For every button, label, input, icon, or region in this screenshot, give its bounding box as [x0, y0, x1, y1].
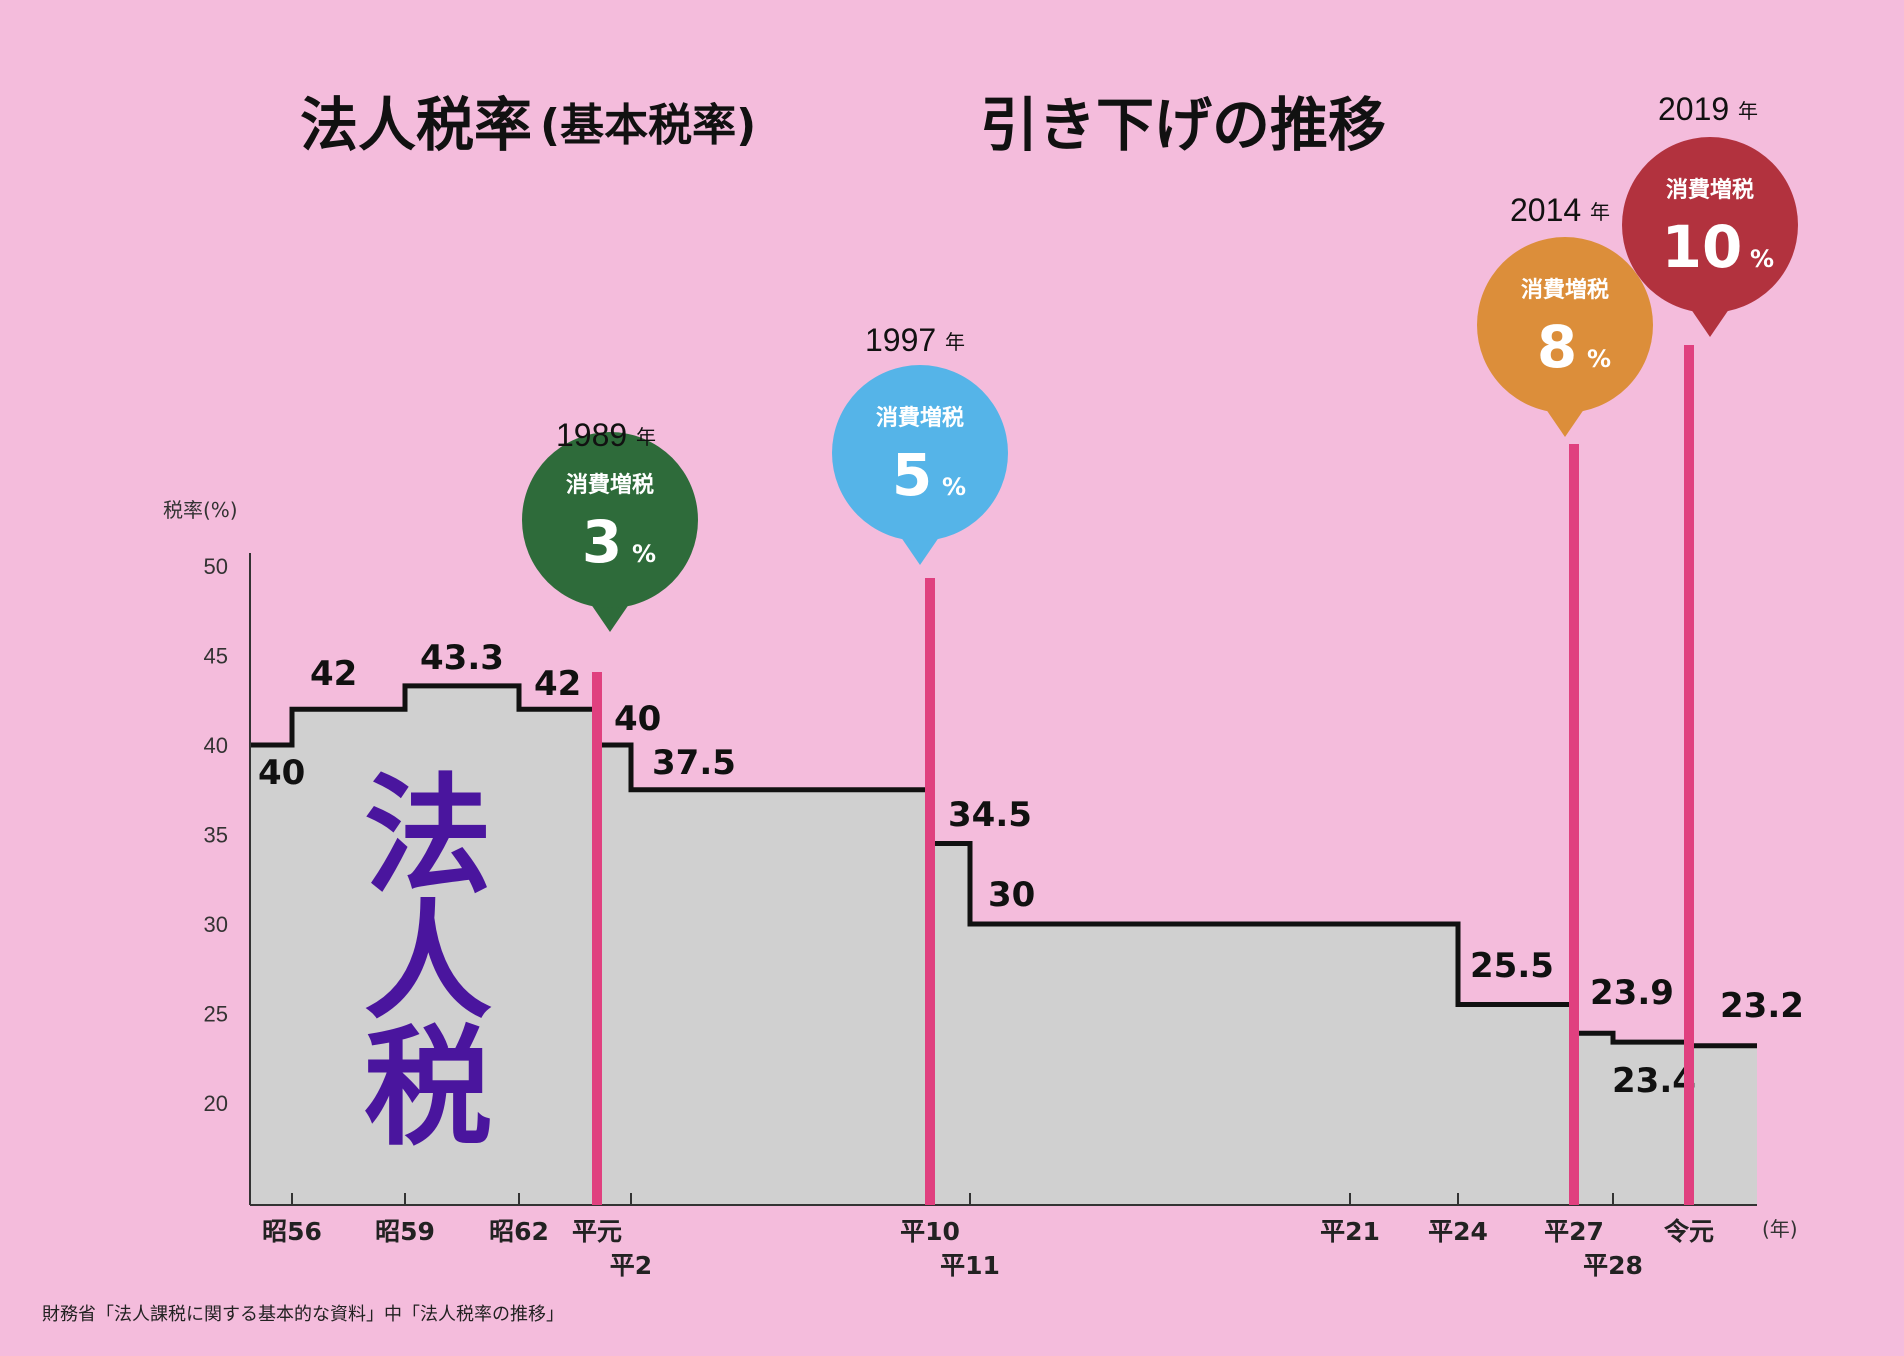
x-tick-label: 平21: [1320, 1217, 1380, 1246]
y-tick-label: 20: [204, 1091, 228, 1116]
bubble-label: 消費増税: [1521, 277, 1609, 303]
series-label-char: 税: [364, 1014, 492, 1163]
x-tick-label: 平27: [1544, 1217, 1604, 1246]
bubble-label: 消費増税: [1666, 177, 1754, 203]
annotation-year: 2014: [1510, 192, 1581, 228]
x-tick-label: 昭59: [375, 1217, 435, 1246]
tax-hike-marker-line: [592, 672, 602, 1205]
bubble-percent: 5: [892, 441, 932, 509]
tax-hike-bubble: [1622, 137, 1798, 313]
bubble-percent-unit: %: [942, 473, 966, 501]
bubble-percent: 3: [582, 508, 622, 576]
y-tick-label: 25: [204, 1002, 228, 1027]
bubble-percent: 8: [1537, 313, 1577, 381]
bubble-percent: 10: [1662, 213, 1743, 281]
title-tail: 引き下げの推移: [980, 91, 1386, 159]
tax-hike-bubble: [1477, 237, 1653, 413]
value-label: 42: [534, 664, 581, 704]
x-axis-unit: (年): [1762, 1217, 1798, 1241]
annotation-year-suffix: 年: [945, 330, 965, 354]
series-label-char: 人: [364, 888, 492, 1037]
value-label: 23.2: [1720, 986, 1804, 1026]
x-tick-label: 平2: [610, 1251, 652, 1280]
x-tick-label: 平28: [1583, 1251, 1643, 1280]
bubble-percent-unit: %: [1750, 245, 1774, 273]
y-tick-label: 35: [204, 823, 228, 848]
annotation-year-suffix: 年: [1590, 200, 1610, 224]
tax-hike-marker-line: [1569, 444, 1579, 1205]
value-label: 23.9: [1590, 973, 1674, 1013]
y-tick-label: 40: [204, 733, 228, 758]
bubble-label: 消費増税: [566, 472, 654, 498]
value-label: 23.4: [1612, 1061, 1696, 1101]
value-label: 37.5: [652, 743, 736, 783]
y-axis-label: 税率(%): [163, 498, 238, 522]
title-paren: (基本税率): [540, 100, 756, 151]
bubble-percent-unit: %: [632, 540, 656, 568]
value-label: 40: [258, 753, 305, 793]
source-note: 財務省「法人課税に関する基本的な資料」中「法人税率の推移」: [42, 1304, 564, 1325]
bubble-label: 消費増税: [876, 405, 964, 431]
value-label: 42: [310, 654, 357, 694]
x-tick-label: 平11: [940, 1251, 1000, 1280]
bubble-percent-unit: %: [1587, 345, 1611, 373]
value-label: 30: [988, 875, 1035, 915]
annotation-year-suffix: 年: [1738, 99, 1758, 123]
x-tick-label: 平元: [572, 1217, 622, 1246]
tax-hike-bubble: [832, 365, 1008, 541]
title-main: 法人税率: [300, 91, 532, 159]
value-label: 34.5: [948, 795, 1032, 835]
y-tick-label: 45: [204, 644, 228, 669]
value-label: 43.3: [420, 638, 504, 678]
y-tick-label: 30: [204, 912, 228, 937]
x-tick-label: 平10: [900, 1217, 960, 1246]
x-tick-label: 昭62: [489, 1217, 549, 1246]
tax-rate-area: [250, 685, 1757, 1205]
annotation-year: 2019: [1658, 91, 1729, 127]
series-label-char: 法: [364, 762, 492, 911]
chart-title: 法人税率 (基本税率) 引き下げの推移: [300, 91, 1386, 159]
value-label: 40: [614, 699, 661, 739]
tax-hike-marker-line: [1684, 345, 1694, 1205]
x-tick-label: 令元: [1664, 1217, 1714, 1246]
x-tick-label: 平24: [1428, 1217, 1488, 1246]
y-tick-label: 50: [204, 554, 228, 579]
annotation-year-suffix: 年: [636, 425, 656, 449]
value-label: 25.5: [1470, 946, 1554, 986]
annotation-year: 1997: [865, 322, 936, 358]
annotation-year: 1989: [556, 417, 627, 453]
tax-hike-bubble: [522, 432, 698, 608]
tax-hike-marker-line: [925, 578, 935, 1205]
x-tick-label: 昭56: [262, 1217, 322, 1246]
